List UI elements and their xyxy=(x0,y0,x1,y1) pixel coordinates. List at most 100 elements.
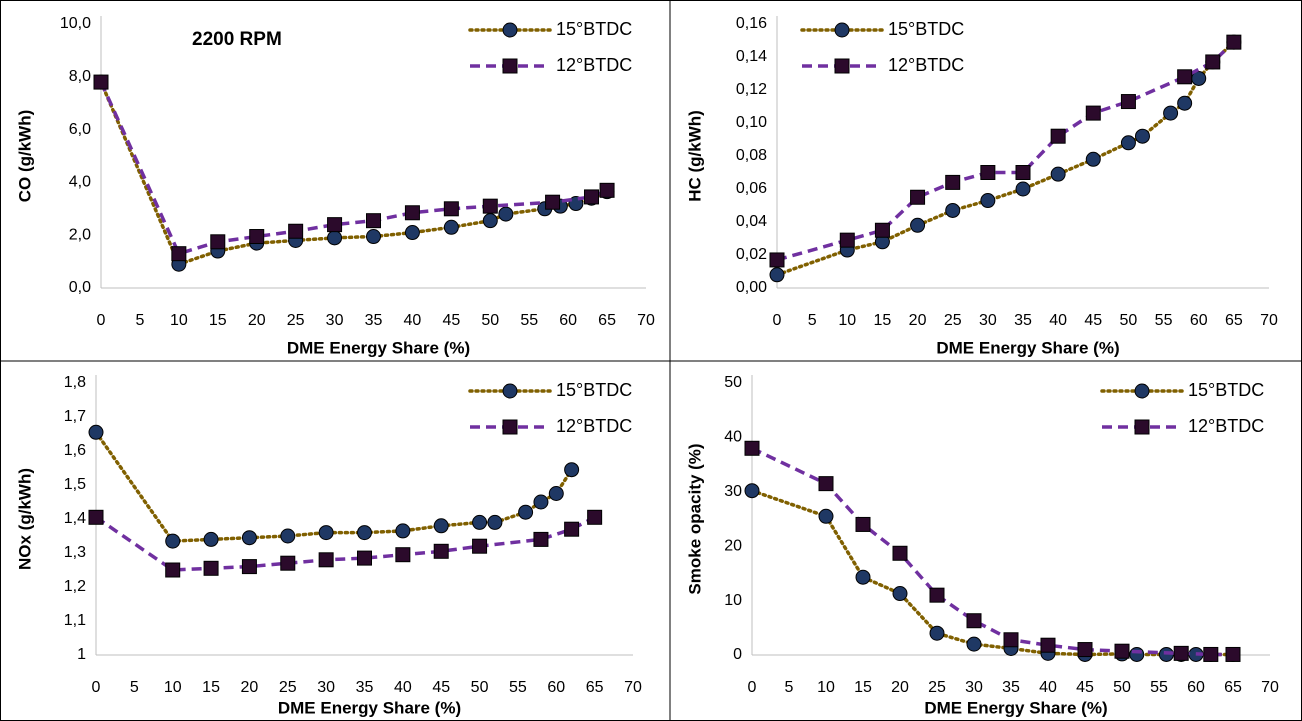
marker xyxy=(929,625,945,641)
marker xyxy=(443,219,459,235)
x-tick-label: 0 xyxy=(748,679,757,696)
x-tick-label: 45 xyxy=(1084,312,1102,329)
marker xyxy=(599,182,615,198)
x-tick-label: 5 xyxy=(785,679,794,696)
marker xyxy=(404,205,420,221)
y-tick-label: 0,06 xyxy=(736,180,767,197)
series-line xyxy=(776,40,1236,262)
x-tick-label: 60 xyxy=(559,312,577,329)
x-tick-label: 20 xyxy=(248,312,266,329)
marker xyxy=(482,198,498,214)
marker xyxy=(1134,128,1150,144)
legend-label: 15°BTDC xyxy=(888,19,964,39)
x-tick-label: 70 xyxy=(1260,312,1278,329)
y-tick-label: 0,14 xyxy=(736,48,767,65)
x-tick-label: 40 xyxy=(394,679,412,696)
legend-label: 15°BTDC xyxy=(556,19,632,39)
legend-marker xyxy=(502,22,518,38)
y-tick-label: 1,3 xyxy=(64,544,86,561)
legend-label: 15°BTDC xyxy=(1188,380,1264,400)
y-tick-label: 4,0 xyxy=(69,174,91,191)
y-axis-title: NOx (g/kWh) xyxy=(15,468,34,570)
x-tick-label: 10 xyxy=(838,312,856,329)
marker xyxy=(980,193,996,209)
marker xyxy=(395,523,411,539)
marker xyxy=(165,562,181,578)
marker xyxy=(443,201,459,217)
y-tick-label: 1,2 xyxy=(64,578,86,595)
y-tick-label: 0,04 xyxy=(736,213,767,230)
marker xyxy=(910,217,926,233)
x-tick-label: 20 xyxy=(891,679,909,696)
legend-marker xyxy=(502,383,518,399)
marker xyxy=(1120,94,1136,110)
x-tick-label: 45 xyxy=(442,312,460,329)
x-tick-label: 40 xyxy=(1049,312,1067,329)
x-tick-label: 35 xyxy=(365,312,383,329)
x-tick-label: 45 xyxy=(432,679,450,696)
y-tick-label: 0,10 xyxy=(736,114,767,131)
x-tick-label: 50 xyxy=(471,679,489,696)
legend-marker xyxy=(1134,383,1150,399)
marker xyxy=(1015,165,1031,180)
y-tick-label: 0,02 xyxy=(736,246,767,263)
marker xyxy=(366,213,381,229)
marker xyxy=(288,223,304,239)
y-tick-label: 0,16 xyxy=(736,15,767,32)
marker xyxy=(548,486,564,501)
x-tick-label: 65 xyxy=(1224,679,1242,696)
marker xyxy=(1003,632,1019,648)
marker xyxy=(769,252,785,268)
legend-label: 12°BTDC xyxy=(888,55,964,75)
marker xyxy=(203,560,219,576)
y-tick-label: 20 xyxy=(724,537,742,554)
marker xyxy=(498,206,514,222)
x-tick-label: 40 xyxy=(1039,679,1057,696)
x-tick-label: 50 xyxy=(481,312,499,329)
legend-marker xyxy=(834,58,850,74)
x-tick-label: 50 xyxy=(1113,679,1131,696)
x-tick-label: 15 xyxy=(209,312,227,329)
marker xyxy=(892,586,908,602)
y-tick-label: 40 xyxy=(724,429,742,446)
x-tick-label: 25 xyxy=(928,679,946,696)
y-tick-label: 0,00 xyxy=(736,279,767,296)
marker xyxy=(433,518,449,534)
marker xyxy=(165,533,181,549)
x-tick-label: 60 xyxy=(1190,312,1208,329)
y-tick-label: 2,0 xyxy=(69,226,91,243)
marker xyxy=(366,229,381,245)
marker xyxy=(1015,181,1031,197)
y-tick-label: 50 xyxy=(724,374,742,391)
marker xyxy=(1040,637,1056,653)
x-tick-label: 0 xyxy=(92,679,101,696)
marker xyxy=(1050,166,1066,182)
x-tick-label: 40 xyxy=(404,312,422,329)
y-tick-label: 10,0 xyxy=(60,15,91,32)
legend-marker xyxy=(502,58,518,74)
marker xyxy=(1173,645,1189,661)
y-tick-label: 1,8 xyxy=(64,374,86,391)
marker xyxy=(584,189,599,205)
x-tick-label: 35 xyxy=(1002,679,1020,696)
marker xyxy=(1177,69,1193,85)
x-tick-label: 35 xyxy=(1014,312,1032,329)
y-tick-label: 1,6 xyxy=(64,442,86,459)
y-tick-label: 1,1 xyxy=(64,612,86,629)
x-tick-label: 30 xyxy=(317,679,335,696)
marker xyxy=(482,213,498,229)
x-tick-label: 25 xyxy=(287,312,305,329)
x-tick-label: 60 xyxy=(1187,679,1205,696)
marker xyxy=(564,462,580,478)
x-tick-label: 70 xyxy=(637,312,655,329)
x-tick-label: 50 xyxy=(1120,312,1138,329)
marker xyxy=(892,545,908,561)
x-tick-label: 25 xyxy=(279,679,297,696)
marker xyxy=(249,229,265,245)
series-line xyxy=(99,81,608,256)
marker xyxy=(855,569,871,585)
legend-label: 12°BTDC xyxy=(556,55,632,75)
x-tick-label: 0 xyxy=(97,312,106,329)
x-tick-label: 55 xyxy=(509,679,527,696)
